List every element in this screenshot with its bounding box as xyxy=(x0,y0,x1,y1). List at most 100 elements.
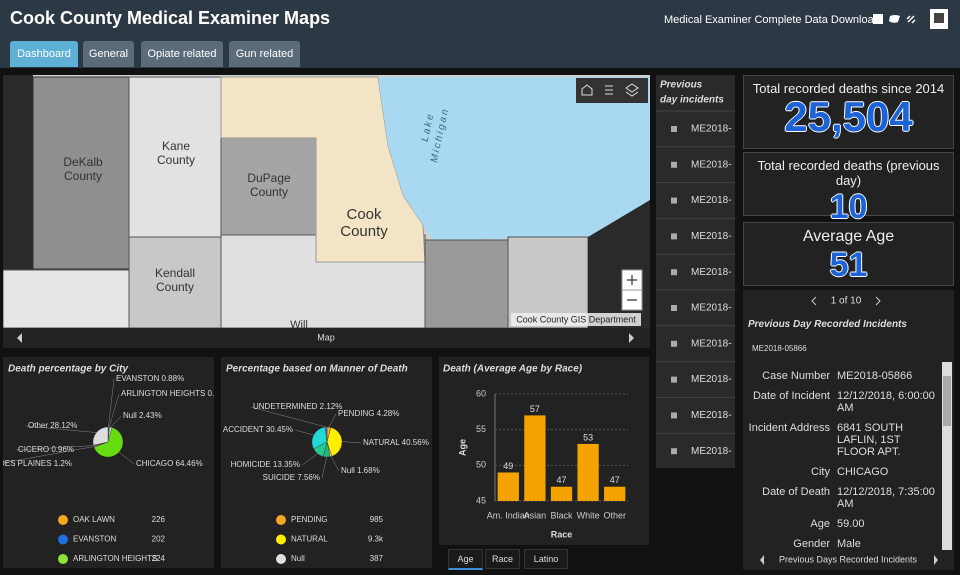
details-footer-label: Previous Days Recorded Incidents xyxy=(779,554,918,564)
download-link[interactable]: Medical Examiner Complete Data Download xyxy=(664,14,880,26)
county-label: County xyxy=(250,185,288,199)
bar[interactable] xyxy=(550,486,573,501)
legend-count: 202 xyxy=(152,535,166,544)
slice-label: ARLINGTON HEIGHTS 0.97% xyxy=(121,389,214,398)
x-tick-label: Asian xyxy=(524,510,547,520)
pie-slice[interactable] xyxy=(326,427,343,457)
legend-count: 226 xyxy=(152,515,166,524)
legend-label: Null xyxy=(291,554,305,563)
incident-list-title: day incidents xyxy=(660,95,724,106)
logo[interactable] xyxy=(930,9,948,29)
link-icon[interactable] xyxy=(906,15,916,24)
bar[interactable] xyxy=(577,443,599,501)
incident-item[interactable]: ME2018- xyxy=(691,267,732,278)
incident-item[interactable]: ME2018- xyxy=(691,195,732,206)
incident-item[interactable]: ME2018- xyxy=(691,124,732,135)
bar[interactable] xyxy=(604,486,626,501)
field-name: Gender xyxy=(793,538,830,550)
field-row: Age 59.00 xyxy=(748,518,938,530)
pager-label: 1 of 10 xyxy=(831,296,862,307)
bullet xyxy=(671,412,677,419)
pie-slice[interactable] xyxy=(324,426,328,443)
legend-swatch xyxy=(276,554,286,564)
next-button[interactable] xyxy=(629,333,634,343)
leader-line xyxy=(108,378,115,428)
chart-tab[interactable]: Race xyxy=(485,549,520,569)
field-row: Incident Address 6841 SOUTH LAFLIN, 1ST F… xyxy=(748,422,938,458)
chart-title: Percentage based on Manner of Death xyxy=(226,364,408,375)
stat-label: Total recorded deaths since 2014 xyxy=(752,81,945,96)
incident-item[interactable]: ME2018- xyxy=(691,374,732,385)
bar-value-label: 53 xyxy=(583,432,593,442)
nav-tab[interactable]: Opiate related xyxy=(141,41,223,67)
y-tick-label: 60 xyxy=(476,388,486,398)
bullet xyxy=(671,340,677,347)
legend-label: EVANSTON xyxy=(73,535,116,544)
map-footer-label: Map xyxy=(317,332,335,342)
incident-item[interactable]: ME2018- xyxy=(691,303,732,314)
facebook-icon[interactable] xyxy=(873,14,883,24)
nav-tab[interactable]: Dashboard xyxy=(10,41,78,67)
incident-item[interactable]: ME2018- xyxy=(691,159,732,170)
dekalb-county xyxy=(32,76,130,270)
home-button[interactable] xyxy=(581,84,593,96)
field-name: Date of Incident xyxy=(752,390,830,402)
scroll-thumb[interactable] xyxy=(943,376,951,426)
field-row: Date of Incident 12/12/2018, 6:00:00 AM xyxy=(748,390,938,414)
pie-slice[interactable] xyxy=(311,426,328,450)
y-tick-label: 45 xyxy=(476,495,486,505)
stat-value: 51 xyxy=(829,246,868,284)
prev-button[interactable] xyxy=(17,333,22,343)
pie-slice[interactable] xyxy=(93,427,124,458)
incident-item[interactable]: ME2018- xyxy=(691,410,732,421)
twitter-icon[interactable] xyxy=(889,15,900,23)
footer-next[interactable] xyxy=(934,555,938,565)
bullet xyxy=(671,197,677,204)
legend-swatch xyxy=(276,534,286,545)
chart-tab[interactable]: Latino xyxy=(524,549,568,569)
pager-prev[interactable] xyxy=(811,296,817,306)
details-footer: Previous Days Recorded Incidents xyxy=(760,554,938,565)
field-name: Case Number xyxy=(762,370,830,382)
bar[interactable] xyxy=(524,415,546,501)
field-value: 6841 SOUTH LAFLIN, 1ST FLOOR APT. xyxy=(837,422,904,458)
incident-item[interactable]: ME2018- xyxy=(691,446,732,457)
y-axis-label: Age xyxy=(457,439,467,456)
leader-line xyxy=(330,456,340,472)
slice-label: NATURAL 40.56% xyxy=(363,438,429,447)
bar-value-label: 47 xyxy=(556,475,566,485)
incident-item[interactable]: ME2018- xyxy=(691,338,732,349)
pie-slice[interactable] xyxy=(92,426,109,446)
footer-prev[interactable] xyxy=(760,555,764,565)
bar[interactable] xyxy=(497,472,519,501)
legend-button[interactable] xyxy=(605,85,613,95)
leader-line xyxy=(3,446,94,464)
map[interactable]: DeKalbCountyKaneCountyDuPageCountyCookCo… xyxy=(3,75,650,328)
nav-tab[interactable]: General xyxy=(83,41,134,67)
chart-title: Death percentage by City xyxy=(8,364,128,375)
scrollbar[interactable] xyxy=(942,362,952,550)
slice-label: Other 28.12% xyxy=(28,421,77,430)
chart-tab[interactable]: Age xyxy=(448,549,483,570)
leader-line xyxy=(321,456,327,479)
share-icons[interactable] xyxy=(872,12,922,28)
leader-line xyxy=(301,453,318,466)
slice-label: PENDING 4.28% xyxy=(338,409,399,418)
details-panel: 1 of 10 Previous Day Recorded Incidents … xyxy=(743,290,954,570)
stat-value: 25,504 xyxy=(784,93,913,140)
map-footer: Map xyxy=(17,332,634,343)
y-tick-label: 55 xyxy=(476,424,486,434)
field-row: Case Number ME2018-05866 xyxy=(748,370,938,382)
layers-button[interactable] xyxy=(625,83,639,97)
incident-item[interactable]: ME2018- xyxy=(691,231,732,242)
bullet xyxy=(671,161,677,168)
kane-county xyxy=(128,76,222,238)
leader-line xyxy=(328,413,337,428)
leader-line xyxy=(25,425,97,433)
pager-next[interactable] xyxy=(875,296,881,306)
bar-value-label: 57 xyxy=(530,404,540,414)
county xyxy=(424,239,509,328)
field-name: Incident Address xyxy=(748,422,830,434)
slice-label: DES PLAINES 1.2% xyxy=(3,459,72,468)
nav-tab[interactable]: Gun related xyxy=(229,41,300,67)
